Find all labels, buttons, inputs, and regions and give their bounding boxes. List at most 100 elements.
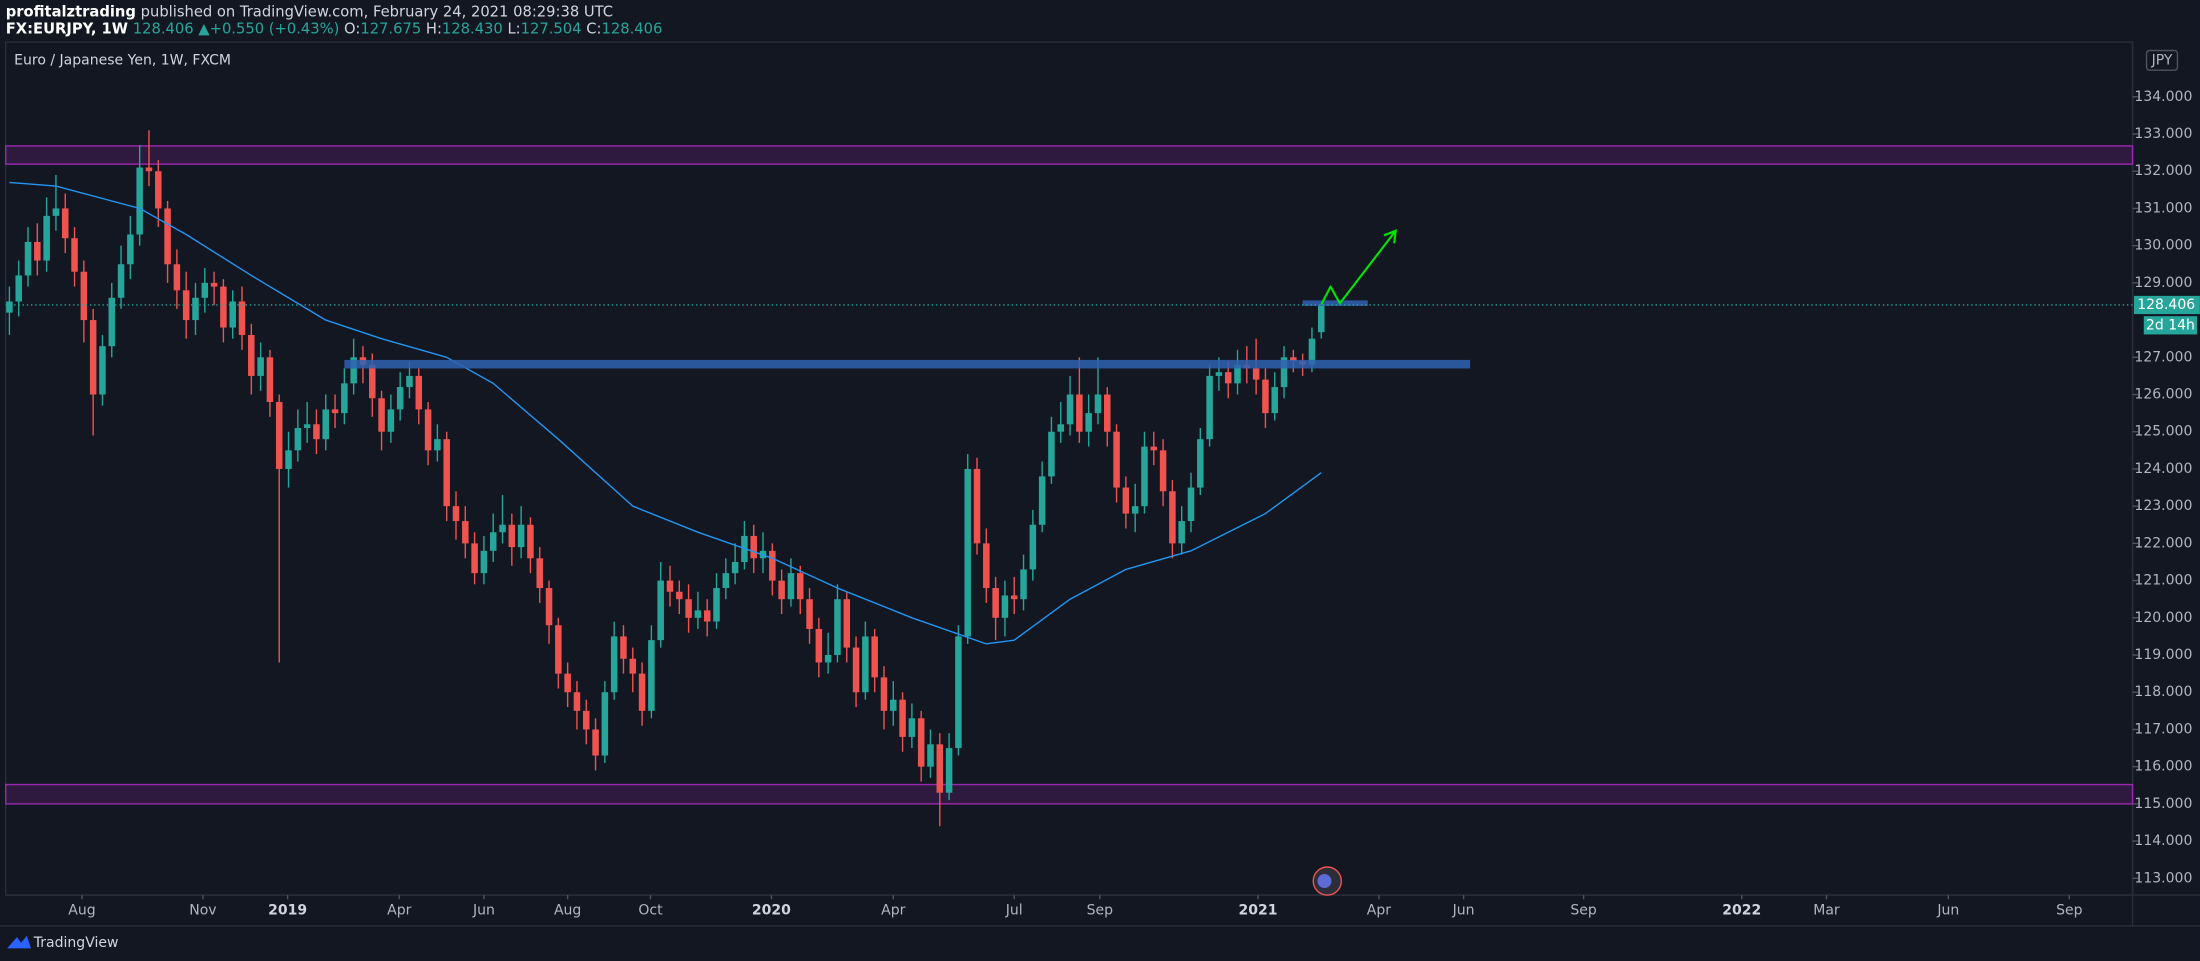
candle-body xyxy=(1038,476,1046,525)
candle-body xyxy=(750,535,757,559)
candle-body xyxy=(6,301,13,313)
candle-body xyxy=(387,409,395,432)
candle-body xyxy=(1122,487,1130,514)
candle-body xyxy=(480,550,488,574)
y-tick-label: 134.000 xyxy=(2134,89,2192,105)
candle-body xyxy=(1104,394,1111,432)
candle-body xyxy=(880,677,888,711)
last-price-label: 128.406 xyxy=(2137,297,2195,313)
candle-body xyxy=(127,234,134,265)
candle-body xyxy=(229,301,236,328)
candle-body xyxy=(52,208,60,216)
candle-body xyxy=(536,558,543,589)
y-tick-label: 114.000 xyxy=(2134,833,2192,849)
candle-body xyxy=(80,271,88,321)
candle-body xyxy=(796,573,804,600)
moving-average xyxy=(9,181,1322,645)
x-tick-label: Apr xyxy=(387,902,411,918)
candle-body xyxy=(564,673,571,693)
currency-box[interactable] xyxy=(2145,49,2179,71)
y-tick-label: 127.000 xyxy=(2134,349,2192,365)
candle-body xyxy=(1010,595,1018,600)
candle-body xyxy=(1252,368,1260,380)
candle-body xyxy=(629,658,637,674)
candle-body xyxy=(1178,521,1185,544)
candle-body xyxy=(201,282,209,298)
candle-body xyxy=(71,238,78,272)
l-label: L: xyxy=(507,20,520,37)
x-tick-label: Aug xyxy=(554,902,581,918)
candle-body xyxy=(108,297,116,347)
candle-body xyxy=(610,636,618,693)
event-dot[interactable] xyxy=(1317,874,1332,889)
y-tick-label: 133.000 xyxy=(2134,126,2192,142)
x-tick-label: 2021 xyxy=(1238,902,1277,918)
candle-body xyxy=(815,628,823,663)
candle-body xyxy=(285,450,292,469)
candle-body xyxy=(638,673,646,711)
arrow-head xyxy=(1383,229,1397,244)
candle-body xyxy=(1169,491,1176,544)
x-tick-label: Jun xyxy=(472,902,495,918)
last-price-box xyxy=(2133,295,2200,315)
arrow: ▲ xyxy=(198,20,210,37)
candle-body xyxy=(155,171,162,209)
x-tick-label: Oct xyxy=(638,902,663,918)
h-label: H: xyxy=(426,20,442,37)
candle-body xyxy=(257,357,264,376)
candle-body xyxy=(555,625,562,674)
candle-body xyxy=(731,561,739,574)
candle-body xyxy=(517,524,525,548)
candle-body xyxy=(573,692,581,711)
level-band xyxy=(1302,300,1368,306)
candle-body xyxy=(1076,394,1083,432)
candle-body xyxy=(1048,431,1055,477)
x-tick-label: 2020 xyxy=(752,902,791,918)
candle-body xyxy=(424,409,432,451)
candle-body xyxy=(843,599,851,648)
currency[interactable]: JPY xyxy=(2151,52,2173,68)
candle-body xyxy=(462,521,469,544)
h: 128.430 xyxy=(442,20,503,37)
candle-body xyxy=(369,364,376,399)
last: 128.406 xyxy=(133,20,194,37)
y-tick-label: 124.000 xyxy=(2134,461,2192,477)
y-tick-label: 120.000 xyxy=(2134,610,2192,626)
candle-body xyxy=(890,699,897,711)
candle-body xyxy=(220,286,227,328)
candle-body xyxy=(648,640,655,711)
x-tick-label: Aug xyxy=(68,902,95,918)
candle-body xyxy=(192,297,199,321)
y-tick-label: 113.000 xyxy=(2134,870,2192,886)
candle-body xyxy=(322,409,330,440)
candle-body xyxy=(499,524,506,533)
candle-body xyxy=(955,636,962,749)
y-tick-label: 131.000 xyxy=(2134,200,2192,216)
candle-body xyxy=(313,424,320,440)
logo-icon[interactable] xyxy=(7,935,31,949)
candle-body xyxy=(620,636,627,659)
candle-body xyxy=(1141,446,1148,507)
candle-body xyxy=(676,591,683,600)
candle-body xyxy=(182,290,190,321)
candle-body xyxy=(685,599,692,618)
footer-logo[interactable]: TradingView xyxy=(7,935,118,951)
candle-body xyxy=(1001,595,1009,618)
candle-body xyxy=(303,424,311,429)
candle-body xyxy=(787,573,795,600)
candle-body xyxy=(917,718,925,767)
countdown-label: 2d 14h xyxy=(2146,317,2195,333)
candle-body xyxy=(983,543,990,589)
c: 128.406 xyxy=(601,20,662,37)
candle-body xyxy=(34,241,41,261)
brand[interactable]: TradingView xyxy=(33,935,119,951)
candle-body xyxy=(89,320,97,395)
y-tick-label: 118.000 xyxy=(2134,684,2192,700)
y-tick-label: 132.000 xyxy=(2134,163,2192,179)
candle-body xyxy=(1224,372,1232,384)
l: 127.504 xyxy=(521,20,582,37)
event-icon[interactable] xyxy=(1312,866,1343,896)
zone xyxy=(5,783,2134,805)
